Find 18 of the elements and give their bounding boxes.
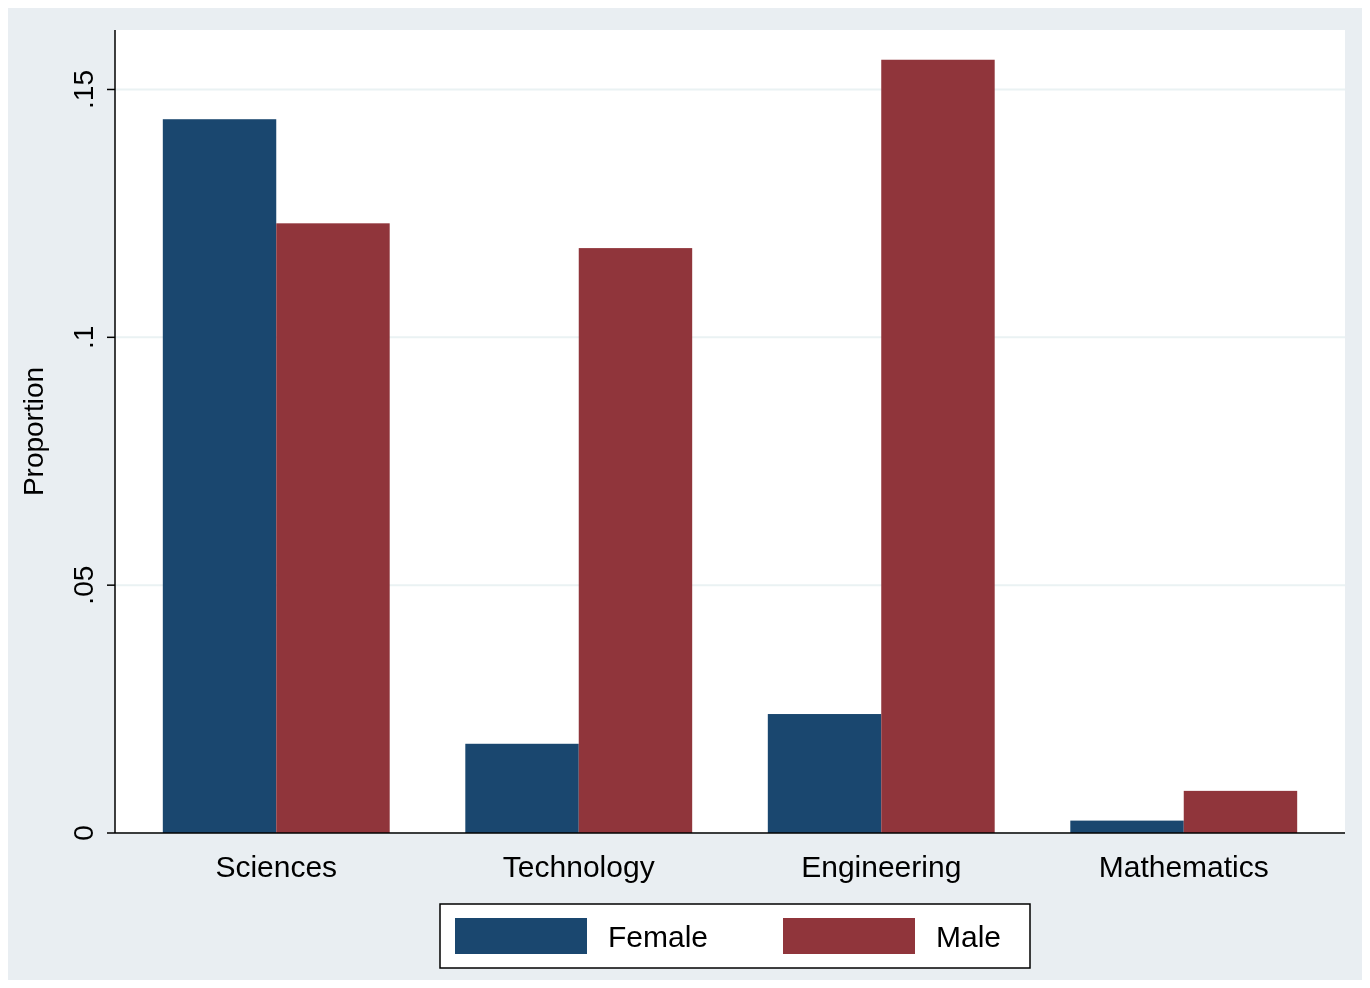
bar xyxy=(767,714,882,833)
y-tick-label: .05 xyxy=(68,565,99,605)
bar xyxy=(578,248,693,833)
x-tick-label: Mathematics xyxy=(1098,850,1269,883)
x-tick-label: Sciences xyxy=(215,850,338,883)
legend-label: Male xyxy=(936,920,1002,953)
y-axis-title: Proportion xyxy=(18,366,49,497)
legend-label: Female xyxy=(608,920,709,953)
bar xyxy=(276,223,390,833)
bar xyxy=(1183,790,1298,833)
y-tick-label: 0 xyxy=(68,825,99,841)
bar xyxy=(881,59,995,833)
y-tick-label: .15 xyxy=(68,70,99,109)
x-tick-label: Engineering xyxy=(801,850,962,883)
y-tick-label: .1 xyxy=(68,325,99,349)
bar xyxy=(162,119,277,833)
bar xyxy=(465,743,579,833)
x-tick-label: Technology xyxy=(502,850,655,883)
